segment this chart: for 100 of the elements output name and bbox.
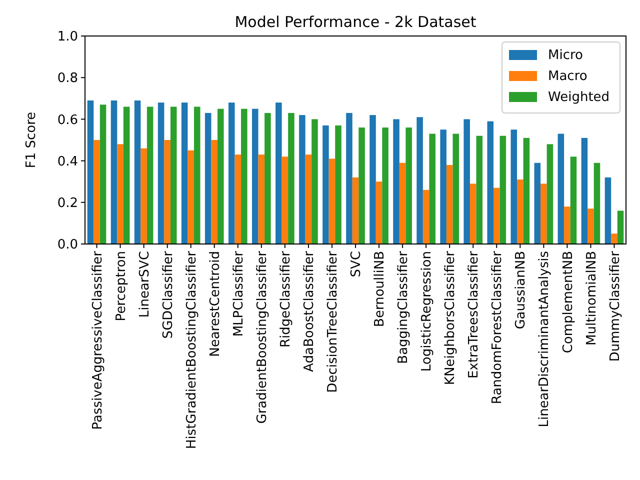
x-tick-label: LogisticRegression bbox=[420, 251, 435, 372]
bar bbox=[510, 130, 518, 244]
bar bbox=[416, 117, 423, 244]
bar bbox=[564, 206, 570, 244]
legend-label: Micro bbox=[548, 48, 584, 63]
bar bbox=[87, 100, 94, 244]
bar bbox=[476, 136, 483, 244]
bar bbox=[581, 138, 588, 244]
x-tick-label: LinearDiscriminantAnalysis bbox=[537, 250, 552, 428]
bar bbox=[211, 140, 218, 244]
y-axis-title: F1 Score bbox=[24, 112, 39, 168]
bar bbox=[322, 125, 329, 244]
bar bbox=[500, 136, 506, 244]
x-tick-label: DecisionTreeClassifier bbox=[326, 250, 341, 393]
bar bbox=[94, 140, 100, 244]
bar bbox=[312, 119, 318, 244]
bar bbox=[134, 100, 141, 244]
y-tick-label: 1.0 bbox=[57, 30, 78, 45]
x-tick-label: SGDClassifier bbox=[160, 250, 176, 339]
chart-title: Model Performance - 2k Dataset bbox=[234, 13, 476, 31]
bar bbox=[570, 156, 577, 244]
bar bbox=[446, 164, 453, 244]
bar bbox=[588, 208, 594, 244]
x-tick-label: Perceptron bbox=[114, 251, 129, 322]
bar bbox=[146, 106, 154, 244]
bar bbox=[305, 154, 312, 244]
legend-label: Weighted bbox=[548, 90, 610, 105]
bar bbox=[558, 134, 564, 244]
bar bbox=[546, 144, 554, 244]
bar bbox=[218, 108, 224, 244]
x-tick-label: BernoulliNB bbox=[372, 251, 388, 327]
bar bbox=[100, 104, 106, 244]
bar bbox=[241, 108, 248, 244]
x-tick-label: ComplementNB bbox=[560, 251, 576, 354]
bar bbox=[204, 112, 212, 244]
bar bbox=[440, 130, 446, 244]
x-tick-label: GaussianNB bbox=[514, 251, 529, 330]
y-tick-label: 0.2 bbox=[57, 196, 78, 211]
bar bbox=[534, 162, 541, 244]
bar bbox=[335, 125, 342, 244]
bar bbox=[452, 134, 459, 244]
x-tick-label: RandomForestClassifier bbox=[490, 250, 506, 404]
x-tick-label: SVC bbox=[349, 251, 364, 278]
bar bbox=[393, 119, 400, 244]
x-tick-label: MultinomialNB bbox=[584, 251, 600, 346]
bar bbox=[429, 134, 436, 244]
x-tick-label: AdaBoostClassifier bbox=[302, 250, 318, 372]
x-tick-label: PassiveAggressiveClassifier bbox=[90, 250, 106, 430]
x-tick-label: BaggingClassifier bbox=[396, 250, 412, 364]
bar bbox=[123, 106, 130, 244]
bar bbox=[422, 190, 430, 244]
bar bbox=[358, 128, 365, 244]
y-tick-label: 0.6 bbox=[57, 112, 78, 128]
x-tick-label: KNeighborsClassifier bbox=[443, 250, 458, 386]
bar bbox=[140, 148, 147, 244]
bar bbox=[611, 234, 618, 244]
bar bbox=[258, 154, 265, 244]
bar bbox=[117, 144, 124, 244]
bar bbox=[406, 128, 412, 244]
y-tick-label: 0.0 bbox=[57, 238, 78, 253]
bar bbox=[328, 158, 336, 244]
bar bbox=[517, 180, 524, 244]
x-tick-label: DummyClassifier bbox=[608, 250, 623, 362]
bar bbox=[264, 112, 271, 244]
bar bbox=[194, 106, 200, 244]
bar bbox=[164, 140, 170, 244]
x-tick-label: LinearSVC bbox=[137, 251, 152, 318]
bar bbox=[288, 112, 294, 244]
bar bbox=[370, 115, 376, 244]
bar bbox=[617, 210, 624, 244]
legend-label: Macro bbox=[548, 69, 588, 84]
y-tick-label: 0.8 bbox=[57, 71, 78, 86]
bar bbox=[464, 119, 470, 244]
bar bbox=[181, 102, 188, 244]
bar bbox=[470, 184, 476, 244]
x-tick-label: MLPClassifier bbox=[231, 250, 246, 337]
bar bbox=[604, 177, 612, 244]
x-tick-label: HistGradientBoostingClassifier bbox=[184, 250, 200, 449]
bar bbox=[352, 177, 359, 244]
bar bbox=[299, 115, 306, 244]
x-tick-label: ExtraTreesClassifier bbox=[466, 250, 482, 379]
bar bbox=[188, 150, 194, 244]
bar bbox=[282, 156, 288, 244]
bar bbox=[170, 106, 177, 244]
x-tick-label: GradientBoostingClassifier bbox=[254, 250, 270, 424]
bar bbox=[399, 162, 406, 244]
bar bbox=[110, 100, 118, 244]
bar bbox=[540, 184, 547, 244]
bar bbox=[382, 128, 388, 244]
x-tick-label: NearestCentroid bbox=[208, 251, 223, 357]
x-tick-label: RidgeClassifier bbox=[278, 250, 294, 348]
bar bbox=[487, 121, 494, 244]
bar bbox=[228, 102, 235, 244]
bar bbox=[252, 108, 258, 244]
y-tick-label: 0.4 bbox=[57, 154, 78, 170]
bar bbox=[523, 138, 530, 244]
bar bbox=[376, 182, 382, 244]
bar bbox=[346, 112, 352, 244]
bar bbox=[594, 162, 600, 244]
bar bbox=[493, 188, 500, 244]
